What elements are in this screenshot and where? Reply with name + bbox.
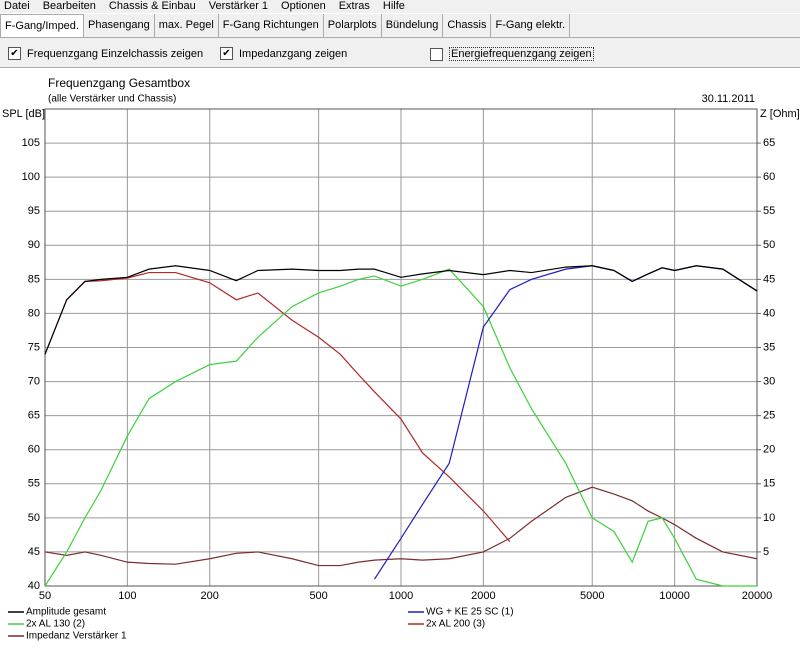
y2-tick-label: 35 (763, 341, 775, 353)
checkbox-label[interactable]: Energiefrequenzgang zeigen (449, 47, 594, 61)
plot-border (44, 108, 758, 587)
tab[interactable]: F-Gang elektr. (491, 14, 571, 37)
series-line (44, 268, 757, 587)
y-tick-label: 85 (28, 273, 40, 285)
y-tick-label: 75 (28, 341, 40, 353)
y-tick-label: 90 (28, 239, 40, 251)
series-line (44, 265, 758, 355)
y2-tick-label: 40 (763, 307, 775, 319)
tab[interactable]: F-Gang/Imped. (0, 14, 84, 37)
legend-label: WG + KE 25 SC (1) (426, 607, 514, 618)
x-tick-label: 500 (309, 590, 327, 602)
tab[interactable]: Chassis (443, 14, 492, 37)
y-tick-label: 80 (28, 307, 40, 319)
y-tick-label: 50 (28, 512, 40, 524)
y-tick-label: 65 (28, 410, 40, 422)
y-tick-label: 100 (22, 171, 40, 183)
y-axis-label: SPL [dB] (2, 108, 45, 120)
y-tick-label: 45 (28, 546, 40, 558)
menu-item[interactable]: Chassis & Einbau (108, 0, 196, 12)
chart: Frequenzgang Gesamtbox (alle Verstärker u… (2, 76, 800, 642)
y2-tick-label: 25 (763, 410, 775, 422)
series-line (44, 271, 511, 543)
checkbox-option[interactable]: ✔ Frequenzgang Einzelchassis zeigen (8, 47, 203, 60)
y-tick-label: 55 (28, 478, 40, 490)
menu-item[interactable]: Hilfe (382, 0, 405, 12)
y2-tick-label: 15 (763, 478, 775, 490)
y2-tick-label: 5 (763, 546, 769, 558)
y2-tick-label: 50 (763, 239, 775, 251)
tab[interactable]: Polarplots (324, 14, 382, 37)
tab[interactable]: max. Pegel (155, 14, 219, 37)
y-tick-label: 105 (22, 137, 40, 149)
y-tick-label: 95 (28, 205, 40, 217)
x-tick-label: 10000 (659, 590, 690, 602)
menu-bar: Datei Bearbeiten Chassis & Einbau Verstärke… (0, 0, 800, 13)
checkbox-option[interactable]: ✔ Impedanzgang zeigen (220, 47, 347, 60)
menu-item[interactable]: Verstärker 1 (208, 0, 269, 12)
checkbox[interactable]: ✔ (8, 47, 21, 60)
checkbox-label[interactable]: Frequenzgang Einzelchassis zeigen (27, 47, 204, 60)
options-bar: ✔ Frequenzgang Einzelchassis zeigen ✔ Imped… (0, 38, 800, 68)
checkbox[interactable] (430, 47, 443, 61)
x-tick-label: 50 (39, 590, 51, 602)
chart-date: 30.11.2011 (702, 93, 755, 105)
tab[interactable]: Phasengang (84, 14, 155, 37)
legend-label: 2x AL 130 (2) (26, 619, 85, 630)
x-tick-label: 2000 (471, 590, 495, 602)
tab-bar: F-Gang/Imped. Phasengang max. Pegel F-Gang … (0, 14, 800, 38)
checkbox-option[interactable]: Energiefrequenzgang zeigen (430, 47, 594, 61)
y2-tick-label: 60 (763, 171, 775, 183)
chart-title: Frequenzgang Gesamtbox (48, 76, 190, 90)
y2-axis-label: Z [Ohm] (760, 108, 800, 120)
menu-item[interactable]: Optionen (281, 0, 326, 12)
x-tick-label: 100 (118, 590, 136, 602)
y2-tick-label: 55 (763, 205, 775, 217)
legend-label: Impedanz Verstärker 1 (26, 631, 127, 642)
series-line (44, 486, 758, 567)
y-tick-label: 60 (28, 444, 40, 456)
x-tick-label: 20000 (742, 590, 773, 602)
checkbox-label[interactable]: Impedanzgang zeigen (239, 47, 348, 60)
menu-item[interactable]: Extras (338, 0, 370, 12)
x-tick-label: 5000 (580, 590, 604, 602)
chart-subtitle: (alle Verstärker und Chassis) (48, 94, 176, 105)
y2-tick-label: 65 (763, 137, 775, 149)
menu-item[interactable]: Datei (4, 0, 30, 12)
y-tick-label: 70 (28, 375, 40, 387)
y-tick-label: 40 (28, 580, 40, 592)
legend-label: 2x AL 200 (3) (426, 619, 485, 630)
tab[interactable]: F-Gang Richtungen (219, 14, 324, 37)
y2-tick-label: 10 (763, 512, 775, 524)
y2-tick-label: 20 (763, 444, 775, 456)
series-line (373, 265, 758, 580)
y2-tick-label: 30 (763, 375, 775, 387)
checkbox[interactable]: ✔ (220, 47, 233, 60)
x-tick-label: 1000 (389, 590, 413, 602)
tab[interactable]: Bündelung (382, 14, 444, 37)
legend-label: Amplitude gesamt (26, 607, 106, 618)
y2-tick-label: 45 (763, 273, 775, 285)
menu-item[interactable]: Bearbeiten (42, 0, 96, 12)
x-tick-label: 200 (201, 590, 219, 602)
